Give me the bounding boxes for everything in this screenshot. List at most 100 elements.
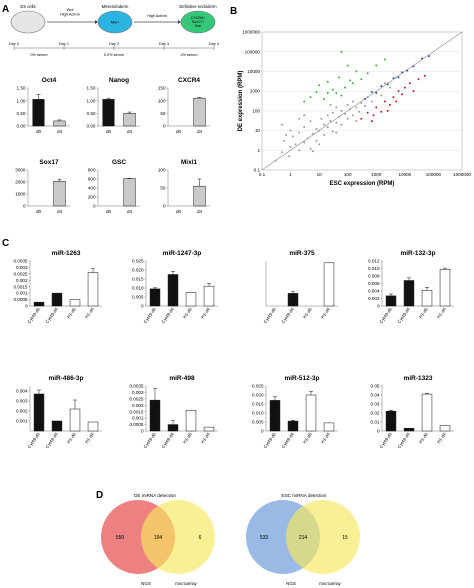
y-tick-label: 10	[255, 128, 261, 133]
x-tick-label: 1000	[371, 172, 382, 177]
scatter-point-green	[375, 64, 378, 67]
scatter-point-grey	[340, 123, 343, 126]
scatter-point-blue	[401, 71, 404, 74]
text-line: CXCR4+	[191, 16, 205, 20]
scatter-point-grey	[346, 103, 349, 106]
y-tick-label: 2000	[15, 180, 26, 185]
bar-cyt49-d0	[33, 393, 45, 432]
scatter-point-red	[386, 109, 389, 112]
chart-mir-512-3p: miR-512-3p 0 0.005 0.010 0.015 0.020 0.025 Cyt4…	[252, 375, 338, 449]
scatter-point-red	[397, 90, 400, 93]
pathway-diagram: ES cells Mesendoderm Mix+ Definitive end…	[9, 4, 219, 57]
text-line: High Activin	[60, 12, 80, 16]
x-tick-label: H1-d4	[320, 306, 331, 319]
x-tick-label: Cyt49-d0	[378, 306, 393, 324]
x-tick-label: d0	[176, 209, 182, 214]
scatter-point-green	[326, 80, 329, 83]
x-tick-label: H1-d0	[182, 431, 193, 444]
venn-esc-microarray-circle	[286, 500, 360, 574]
bar-h1-d4	[87, 272, 99, 307]
bar-h1-d4	[203, 285, 215, 307]
bar-cyt49-d0	[385, 410, 397, 432]
scatter-point-grey	[326, 126, 329, 129]
scatter-point-grey	[311, 132, 314, 135]
scatter-point-blue	[363, 97, 366, 100]
scatter-point-red	[388, 103, 391, 106]
x-tick-label: d0	[106, 209, 112, 214]
x-tick-label: 1000000	[453, 172, 471, 177]
chart-oct4: Oct4 0.00 0.50 1.00 1.50 d0 d4	[17, 77, 70, 134]
x-tick-label: d4	[127, 209, 133, 214]
y-tick-label: 1000	[15, 192, 26, 197]
y-tick-label: 0	[163, 124, 166, 129]
chart-gsc: GSC 0 200 400 600 800 d0 d4	[88, 159, 140, 214]
x-tick-label: Cyt49-d0	[142, 306, 157, 324]
bar-cyt49-d4	[403, 280, 415, 307]
venn-esc-microarray-label: microarray	[319, 581, 341, 586]
scatter-point-green	[355, 70, 358, 73]
y-tick-label: 0.008	[368, 274, 380, 279]
scatter-point-grey	[323, 123, 326, 126]
y-tick-label: 0.01	[371, 420, 380, 425]
y-tick-label: 1	[257, 148, 260, 153]
bar-d4	[123, 178, 136, 207]
scatter-point-grey	[343, 112, 346, 115]
scatter-point-blue	[370, 91, 373, 94]
text-line: Sox17+	[192, 20, 204, 24]
y-tick-label: 1000	[250, 89, 261, 94]
bar-cyt49-d0	[149, 399, 161, 432]
y-tick-label: 800	[88, 168, 96, 173]
y-tick-label: 0.003	[16, 265, 28, 270]
scatter-point-grey	[303, 114, 306, 117]
x-tick-label: H1-d0	[182, 306, 193, 319]
chart-sox17: Sox17 0 1000 2000 3000 d0 d4	[15, 159, 70, 214]
y-tick-label: 0.025	[132, 259, 144, 264]
x-tick-label: Cyt49-d0	[262, 431, 277, 449]
y-tick-label: 0.03	[371, 402, 380, 407]
scatter-point-red	[366, 111, 369, 114]
scatter-point-grey	[326, 114, 329, 117]
x-tick-label: 0.1	[259, 172, 266, 177]
bar-h1-d4	[439, 425, 451, 432]
y-tick-label: 0.015	[132, 277, 144, 282]
scatter-point-grey	[280, 151, 283, 154]
x-tick-label: H1-d4	[320, 431, 331, 444]
y-tick-label: 0	[163, 204, 166, 209]
scatter-point-grey	[351, 100, 354, 103]
x-tick-label: Cyt49-d4	[44, 431, 59, 449]
scatter-point-grey	[331, 111, 334, 114]
scatter-point-red	[383, 100, 386, 103]
y-tick-label: 3000	[15, 168, 26, 173]
x-tick-label: d0	[176, 129, 182, 134]
timeline-day-label: Day 4	[209, 42, 219, 46]
scatter-point-grey	[294, 143, 297, 146]
x-tick-label: d4	[57, 129, 63, 134]
panel-label-b: B	[230, 6, 237, 17]
x-tick-label: H1-d4	[200, 431, 211, 444]
panel-label-d: D	[96, 490, 103, 501]
y-tick-label: 0	[141, 304, 144, 309]
scatter-point-grey	[329, 103, 332, 106]
y-tick-label: 600	[88, 177, 96, 182]
y-tick-label: 100	[158, 98, 166, 103]
scatter-point-grey	[383, 82, 386, 85]
venn-de-ngs-only: 550	[116, 535, 125, 541]
scatter-point-grey	[306, 137, 309, 140]
x-tick-label: H1-d4	[84, 306, 95, 319]
scatter-point-red	[401, 93, 404, 96]
scatter-point-grey	[340, 109, 343, 112]
scatter-point-red	[392, 96, 395, 99]
y-tick-label: 0.012	[368, 259, 380, 264]
chart-title: miR-512-3p	[284, 375, 319, 382]
bar-cyt49-d0	[33, 301, 45, 307]
scatter-point-grey	[315, 139, 318, 142]
bar-h1-d4	[87, 421, 99, 432]
y-tick-label: 0.004	[16, 389, 28, 394]
y-tick-label: 0.010	[132, 286, 144, 291]
y-tick-label: 0.010	[368, 266, 380, 271]
scatter-point-blue	[380, 85, 383, 88]
bar-cyt49-d4	[167, 274, 179, 307]
scatter-point-green	[366, 72, 369, 75]
y-tick-label: 100	[252, 108, 260, 113]
charts-layer: Oct4 0.00 0.50 1.00 1.50 d0 d4 Nanog 0.00 0.50 1.0…	[13, 30, 471, 450]
